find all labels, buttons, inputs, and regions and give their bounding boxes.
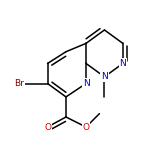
Text: O: O xyxy=(44,123,51,131)
Text: O: O xyxy=(83,123,90,131)
Text: N: N xyxy=(119,59,126,68)
Text: Br: Br xyxy=(14,79,24,88)
Text: N: N xyxy=(101,72,108,81)
Text: N: N xyxy=(83,79,89,88)
